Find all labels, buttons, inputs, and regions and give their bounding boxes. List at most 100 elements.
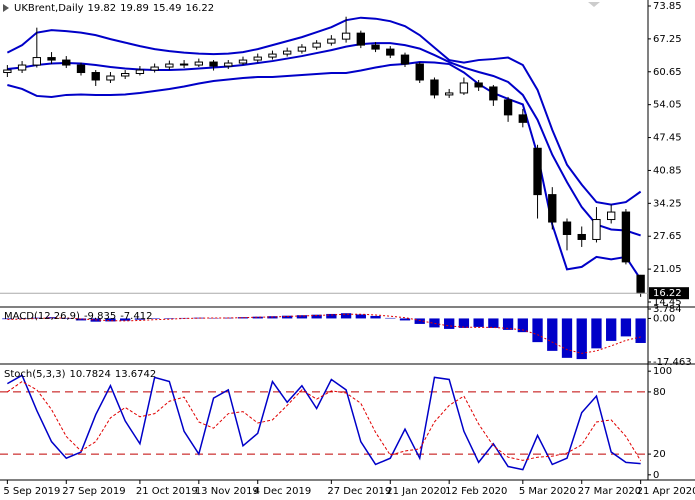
macd-bar (105, 318, 116, 322)
candle-body (150, 66, 159, 71)
candle-body (312, 42, 321, 48)
candle-body (415, 63, 424, 81)
indicator-name: UKBrent,Daily (14, 3, 84, 14)
x-tick-label: 4 Dec 2019 (254, 486, 312, 497)
candle-body (135, 69, 145, 75)
y-tick-label: 0 (653, 470, 659, 481)
last-price-box (649, 287, 689, 300)
candle-body (356, 32, 365, 46)
macd-bar (16, 318, 28, 319)
macd-bar (326, 313, 337, 319)
candle-body (62, 59, 71, 66)
candle-body (341, 32, 351, 40)
x-tick-label: 27 Dec 2019 (327, 486, 391, 497)
candle-body (194, 61, 204, 66)
candle-body (32, 57, 42, 66)
x-tick-label: 21 Jan 2020 (386, 486, 446, 497)
candle-body (607, 211, 616, 221)
macd-bar (208, 317, 219, 319)
macd-bar (296, 315, 308, 319)
bollinger-band (6, 16, 642, 206)
macd-bar (340, 313, 352, 319)
x-tick-label: 27 Mar 2020 (578, 486, 641, 497)
scroll-marker (588, 2, 600, 7)
candle-body (621, 211, 631, 263)
macd-bar (2, 318, 13, 320)
candle-body (76, 64, 86, 74)
macd-bar (311, 314, 322, 319)
last-price-label: 16.22 (653, 288, 682, 299)
macd-bar (164, 318, 175, 319)
macd-bar (473, 318, 484, 327)
macd-bar (61, 318, 72, 319)
y-tick-label: 67.25 (653, 34, 682, 45)
y-tick-label: 14.45 (653, 297, 682, 308)
indicator-value: 16.22 (185, 3, 214, 14)
candle-body (489, 86, 498, 101)
candle-body (253, 56, 262, 61)
x-tick-label: 5 Mar 2020 (519, 486, 576, 497)
macd-bar (193, 317, 204, 319)
y-tick-label: 80 (653, 387, 666, 398)
candle-body (106, 75, 115, 81)
y-tick-label: 21.05 (653, 264, 682, 275)
macd-bar (488, 318, 499, 328)
y-tick-label: 0.00 (653, 313, 675, 324)
y-tick-label: 100 (653, 366, 672, 377)
macd-bar (635, 318, 646, 343)
macd-bar (606, 318, 617, 341)
candle-body (386, 48, 395, 56)
indicator-value: -9.835 (84, 311, 116, 322)
x-tick-label: 5 Sep 2019 (3, 486, 60, 497)
indicator-value: 13.6742 (115, 369, 156, 380)
candle-body (445, 92, 454, 96)
candle-body (224, 62, 233, 67)
macd-bar (532, 318, 543, 343)
bollinger-band (7, 42, 641, 237)
macd-bar (458, 318, 470, 328)
candle-body (577, 233, 586, 240)
candle-body (3, 69, 12, 74)
macd-bar (502, 318, 514, 330)
indicator-value: 19.89 (120, 3, 149, 14)
candle-body (91, 72, 100, 81)
stoch-main (6, 374, 641, 471)
candle-body (518, 114, 527, 123)
candle-body (474, 82, 483, 88)
candle-body (371, 44, 380, 50)
macd-bar (429, 318, 440, 328)
macd-bar (120, 318, 131, 321)
macd-bar (414, 318, 425, 324)
indicator-title: MACD(12,26,9) -9.835 -7.412 (4, 311, 152, 322)
indicator-name: Stoch(5,3,3) (4, 369, 66, 380)
candle-body (17, 64, 27, 71)
indicator-value: 10.7824 (69, 369, 110, 380)
candle-body (548, 194, 557, 223)
x-tick-label: 27 Sep 2019 (62, 486, 125, 497)
candle-body (636, 274, 645, 294)
candle-body (430, 79, 439, 96)
macd-bar (355, 314, 366, 319)
x-tick-label: 12 Feb 2020 (445, 486, 507, 497)
macd-bar (399, 318, 411, 321)
candle-body (121, 73, 130, 77)
macd-bar (444, 318, 455, 329)
candle-body (297, 46, 307, 52)
candle-body (327, 38, 336, 44)
indicator-value: -7.412 (120, 311, 152, 322)
candle-body (562, 221, 572, 235)
macd-bar (134, 318, 146, 320)
candle-body (209, 61, 218, 67)
macd-bar (149, 318, 160, 319)
candle-body (592, 219, 601, 240)
macd-bar (517, 318, 528, 333)
macd-bar (385, 317, 396, 319)
candle-body (47, 57, 56, 61)
y-tick-label: 54.05 (653, 100, 682, 111)
y-tick-label: 60.65 (653, 67, 682, 78)
candle-body (238, 59, 248, 64)
candle-body (179, 63, 189, 66)
macd-bar (252, 316, 263, 319)
indicator-value: 15.49 (153, 3, 182, 14)
